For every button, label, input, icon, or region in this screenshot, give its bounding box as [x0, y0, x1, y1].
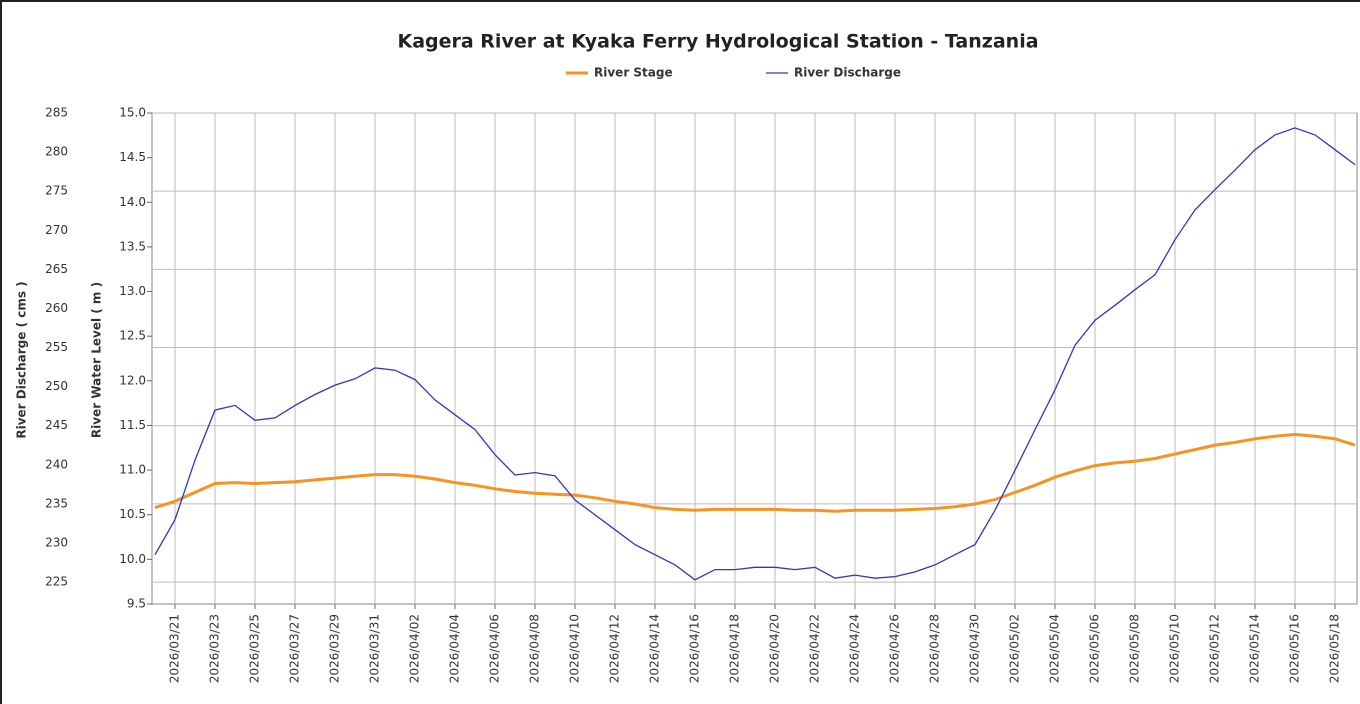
x-tick-label: 2026/04/28	[928, 614, 942, 683]
y2-tick-label: 250	[45, 379, 68, 393]
y-tick-label: 13.5	[119, 239, 146, 253]
y-tick-label: 11.5	[119, 418, 146, 432]
x-tick-label: 2026/04/14	[648, 614, 662, 683]
y-tick-label: 12.0	[119, 373, 146, 387]
x-tick-label: 2026/05/10	[1168, 614, 1182, 683]
legend-label: River Stage	[594, 66, 673, 80]
y-tick-label: 10.0	[119, 552, 146, 566]
x-tick-label: 2026/04/06	[488, 614, 502, 683]
x-tick-label: 2026/04/10	[568, 614, 582, 683]
x-tick-label: 2026/03/21	[168, 614, 182, 683]
x-tick-label: 2026/05/02	[1008, 614, 1022, 683]
y-axis-title: River Water Level ( m )	[90, 282, 104, 438]
y-tick-label: 14.0	[119, 195, 146, 209]
y2-tick-label: 245	[45, 418, 68, 432]
x-tick-label: 2026/04/24	[848, 614, 862, 683]
y2-tick-label: 255	[45, 340, 68, 354]
chart-title: Kagera River at Kyaka Ferry Hydrological…	[397, 31, 1038, 53]
y2-tick-label: 260	[45, 301, 68, 315]
y-tick-label: 9.5	[127, 597, 146, 611]
series-line	[154, 127, 1356, 581]
x-tick-label: 2026/04/18	[728, 614, 742, 683]
x-tick-label: 2026/04/04	[448, 614, 462, 683]
y-tick-label: 11.0	[119, 463, 146, 477]
y-tick-label: 10.5	[119, 507, 146, 521]
y2-tick-label: 240	[45, 457, 68, 471]
y-tick-label: 15.0	[119, 106, 146, 120]
y2-tick-label: 275	[45, 184, 68, 198]
y2-tick-label: 285	[45, 106, 68, 120]
y2-tick-label: 235	[45, 496, 68, 510]
x-tick-label: 2026/05/06	[1088, 614, 1102, 683]
y2-tick-label: 270	[45, 223, 68, 237]
legend-label: River Discharge	[794, 66, 901, 80]
x-tick-label: 2026/03/29	[328, 614, 342, 683]
y-tick-label: 12.5	[119, 329, 146, 343]
y2-tick-label: 230	[45, 536, 68, 550]
x-tick-label: 2026/04/26	[888, 614, 902, 683]
series-line	[154, 432, 1356, 513]
x-tick-label: 2026/03/23	[208, 614, 222, 683]
y-tick-label: 13.0	[119, 284, 146, 298]
y2-tick-label: 280	[45, 145, 68, 159]
x-tick-label: 2026/04/22	[808, 614, 822, 683]
x-tick-label: 2026/05/12	[1208, 614, 1222, 683]
x-tick-label: 2026/04/30	[968, 614, 982, 683]
y2-tick-label: 225	[45, 575, 68, 589]
x-tick-label: 2026/05/16	[1288, 614, 1302, 683]
x-tick-label: 2026/03/25	[248, 614, 262, 683]
x-tick-label: 2026/04/16	[688, 614, 702, 683]
x-tick-label: 2026/04/20	[768, 614, 782, 683]
x-tick-label: 2026/05/04	[1048, 614, 1062, 683]
y-tick-label: 14.5	[119, 150, 146, 164]
x-tick-label: 2026/04/12	[608, 614, 622, 683]
x-tick-label: 2026/04/08	[528, 614, 542, 683]
x-tick-label: 2026/03/31	[368, 614, 382, 683]
x-tick-label: 2026/03/27	[288, 614, 302, 683]
x-tick-label: 2026/04/02	[408, 614, 422, 683]
x-tick-label: 2026/05/14	[1248, 614, 1262, 683]
x-tick-label: 2026/05/08	[1128, 614, 1142, 683]
x-tick-label: 2026/05/18	[1328, 614, 1342, 683]
plot-area	[151, 112, 1358, 605]
y2-axis-title: River Discharge ( cms )	[15, 281, 29, 438]
y2-tick-label: 265	[45, 262, 68, 276]
